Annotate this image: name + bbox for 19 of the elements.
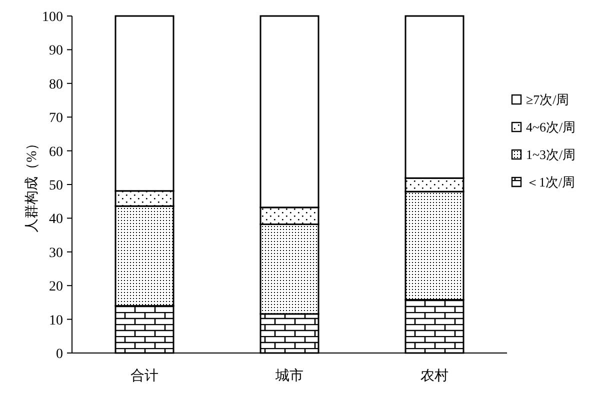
y-tick-label: 20 <box>49 280 63 295</box>
legend-label: ＜1次/周 <box>526 174 576 190</box>
x-tick-label: 城市 <box>274 368 304 384</box>
y-tick-label: 90 <box>49 44 63 59</box>
legend-label: ≥7次/周 <box>526 92 570 107</box>
y-tick-label: 30 <box>49 246 63 261</box>
y-tick-label: 0 <box>56 347 63 362</box>
legend-label: 1~3次/周 <box>526 147 576 162</box>
y-tick-label: 70 <box>49 111 63 126</box>
legend-label: 4~6次/周 <box>526 120 576 134</box>
y-tick-label: 40 <box>49 212 63 228</box>
y-tick-label: 10 <box>49 313 63 328</box>
x-tick-label: 合计 <box>130 368 158 384</box>
y-axis-title: 人群构成（%） <box>24 136 40 232</box>
y-tick-label: 60 <box>49 144 63 160</box>
x-tick-label: 农村 <box>420 368 448 384</box>
y-tick-label: 80 <box>49 77 63 92</box>
y-tick-label: 100 <box>42 10 63 25</box>
y-tick-label: 50 <box>49 178 63 194</box>
